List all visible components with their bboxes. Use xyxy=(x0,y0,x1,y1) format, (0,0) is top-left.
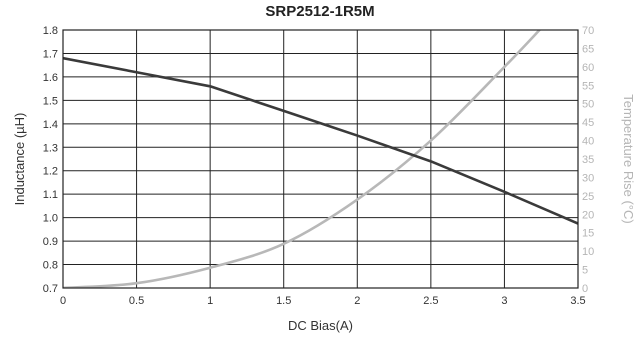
y-axis-label: Inductance (µH) xyxy=(12,113,27,206)
y2-tick-label: 45 xyxy=(582,117,594,129)
x-tick-label: 3.5 xyxy=(570,295,585,307)
y-tick-label: 1.3 xyxy=(43,142,58,154)
y2-tick-label: 35 xyxy=(582,154,594,166)
y2-tick-label: 10 xyxy=(582,246,594,258)
x-axis-label: DC Bias(A) xyxy=(288,318,353,333)
y-tick-label: 1.2 xyxy=(43,166,58,178)
x-tick-label: 3 xyxy=(501,295,507,307)
y2-tick-label: 20 xyxy=(582,209,594,221)
y-tick-label: 1.6 xyxy=(43,72,58,84)
temperature-rise-line xyxy=(63,30,542,288)
y-tick-label: 0.7 xyxy=(43,283,58,295)
grid xyxy=(62,29,579,289)
y-tick-label: 0.8 xyxy=(43,260,58,272)
y2-tick-label: 25 xyxy=(582,191,594,203)
y-tick-label: 1.7 xyxy=(43,48,58,60)
inductance-line xyxy=(63,56,578,225)
series-layer xyxy=(63,30,578,288)
x-tick-label: 2.5 xyxy=(423,295,438,307)
y2-tick-label: 50 xyxy=(582,99,594,111)
x-tick-label: 2 xyxy=(354,295,360,307)
x-tick-label: 0 xyxy=(60,295,66,307)
tick-labels: 0.7 0.8 0.9 1.0 1.1 1.2 1.3 1.4 1.5 1.6 1.7 1.8 0 0.5… xyxy=(43,25,595,307)
y-tick-label: 1.8 xyxy=(43,25,58,37)
y-tick-label: 1.4 xyxy=(43,119,58,131)
y-tick-label: 1.5 xyxy=(43,95,58,107)
y2-tick-label: 0 xyxy=(582,283,588,295)
y2-tick-label: 15 xyxy=(582,228,594,240)
x-tick-label: 1.5 xyxy=(276,295,291,307)
x-tick-label: 1 xyxy=(207,295,213,307)
plot-frame xyxy=(62,29,579,289)
y-tick-label: 0.9 xyxy=(43,236,58,248)
y-tick-label: 1.0 xyxy=(43,213,58,225)
y2-axis-label: Temperature Rise (°C) xyxy=(621,94,636,223)
y2-tick-label: 60 xyxy=(582,62,594,74)
x-tick-label: 0.5 xyxy=(129,295,144,307)
y-tick-label: 1.1 xyxy=(43,189,58,201)
y2-tick-label: 65 xyxy=(582,43,594,55)
y2-tick-label: 55 xyxy=(582,80,594,92)
y2-tick-label: 30 xyxy=(582,172,594,184)
y2-tick-label: 70 xyxy=(582,25,594,37)
chart-title: SRP2512-1R5M xyxy=(265,3,374,20)
y2-tick-label: 40 xyxy=(582,136,594,148)
y2-tick-label: 5 xyxy=(582,265,588,277)
